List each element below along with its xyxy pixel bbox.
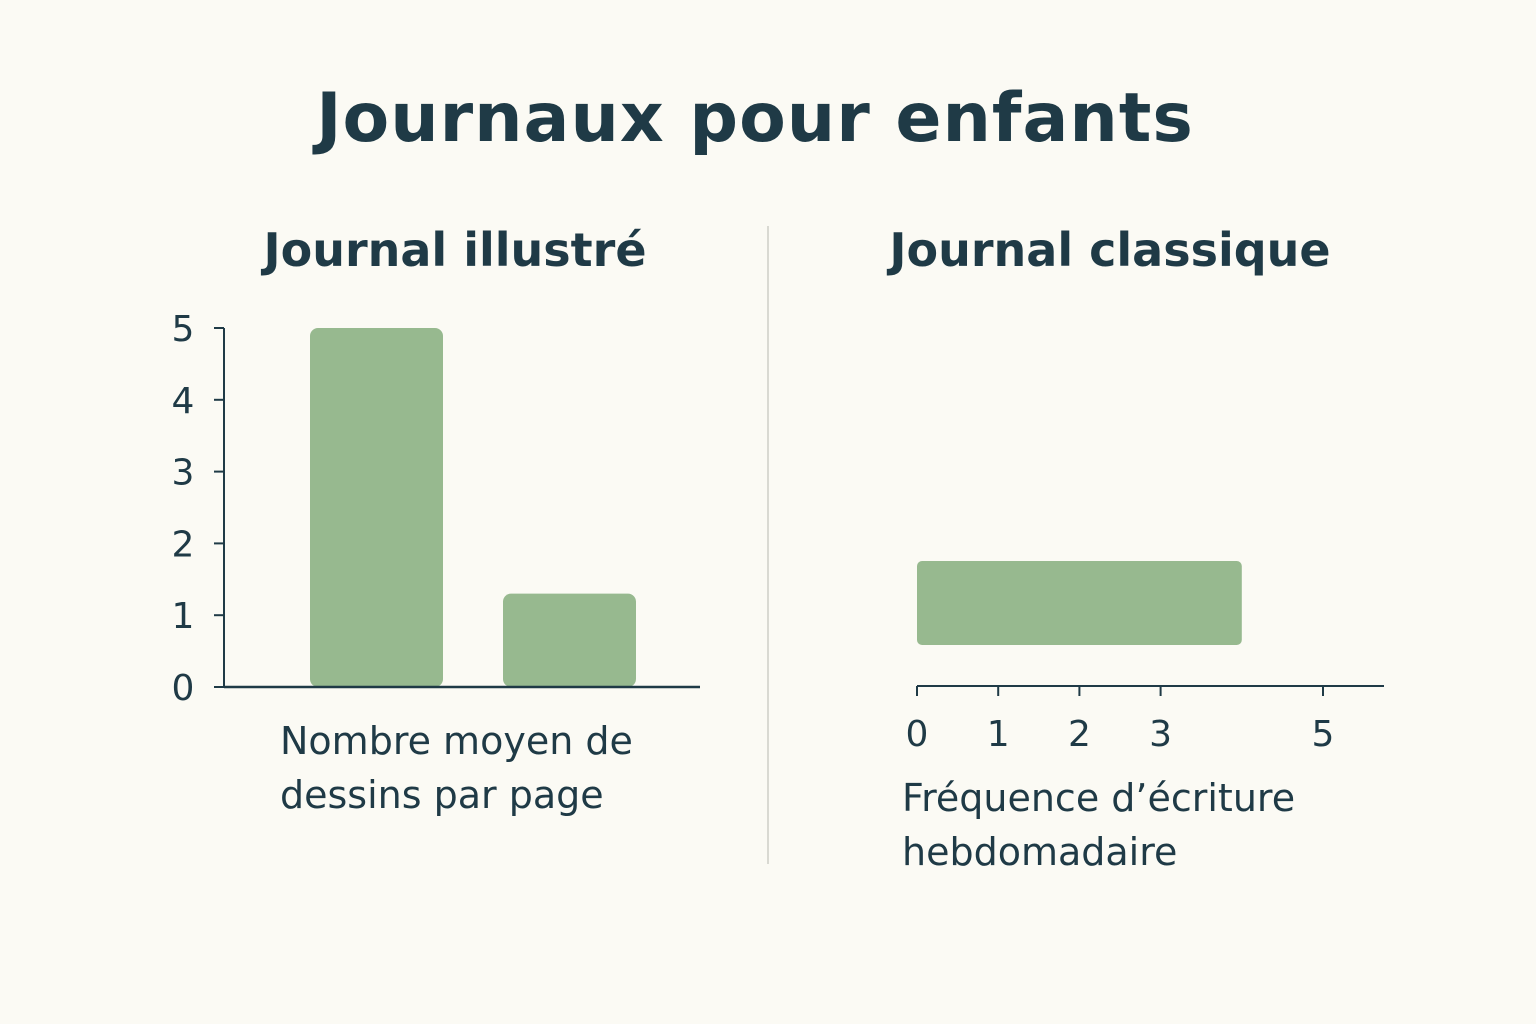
left-bar-2 bbox=[503, 593, 636, 687]
left-y-tick-label-5: 5 bbox=[172, 309, 195, 350]
right-x-tick-label-2: 2 bbox=[1068, 714, 1091, 755]
right-chart-title: Journal classique bbox=[889, 223, 1331, 277]
right-x-axis-title-line-1: Fréquence d’écriture bbox=[902, 776, 1296, 820]
right-x-axis-title: Fréquence d’écriture hebdomadaire bbox=[902, 771, 1382, 879]
left-chart-title: Journal illustré bbox=[263, 223, 647, 277]
right-x-tick-label-3: 3 bbox=[1149, 714, 1172, 755]
left-y-tick-label-2: 2 bbox=[172, 524, 195, 565]
right-x-tick-label-0: 0 bbox=[906, 714, 929, 755]
right-x-tick-label-1: 1 bbox=[987, 714, 1010, 755]
left-bar-1 bbox=[310, 328, 443, 687]
left-x-axis-title-line-1: Nombre moyen de bbox=[280, 719, 633, 763]
right-x-axis-title-line-2: hebdomadaire bbox=[902, 830, 1178, 874]
left-y-tick-label-0: 0 bbox=[172, 668, 195, 709]
right-x-tick-label-5: 5 bbox=[1312, 714, 1335, 755]
left-y-tick-label-1: 1 bbox=[172, 596, 195, 637]
chart-main-title: Journaux pour enfants bbox=[316, 79, 1194, 158]
left-x-axis-title: Nombre moyen de dessins par page bbox=[280, 714, 700, 822]
left-x-axis-title-line-2: dessins par page bbox=[280, 773, 604, 817]
left-y-tick-label-4: 4 bbox=[172, 381, 195, 422]
left-y-tick-label-3: 3 bbox=[172, 453, 195, 494]
panel-divider bbox=[767, 226, 769, 864]
right-bar-1 bbox=[917, 561, 1242, 645]
